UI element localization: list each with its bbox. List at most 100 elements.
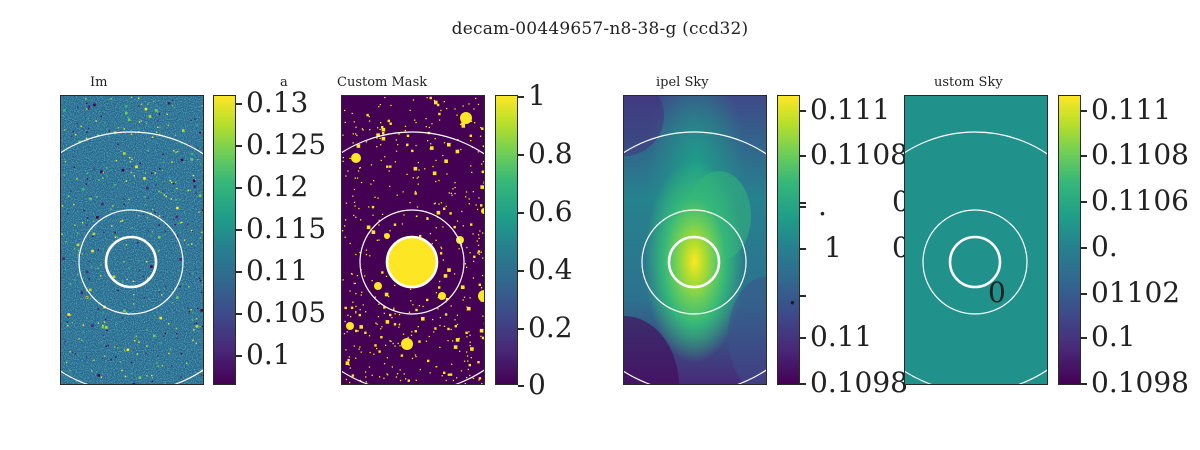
image-pixel-speckle: [133, 175, 135, 177]
mask-pixel: [433, 331, 435, 333]
mask-pixel: [393, 307, 395, 309]
image-pixel-speckle: [181, 221, 183, 223]
image-pixel-speckle: [168, 352, 170, 355]
image-pixel-speckle: [86, 178, 88, 180]
mask-pixel: [342, 230, 344, 232]
mask-pixel: [439, 317, 441, 319]
mask-pixel: [414, 354, 417, 356]
image-pixel-speckle: [188, 286, 190, 288]
image-pixel-speckle: [195, 342, 197, 345]
mask-pixel: [464, 263, 467, 265]
image-pixel-speckle: [78, 338, 80, 340]
image-pixel-speckle: [82, 331, 84, 333]
image-pixel-speckle: [124, 375, 127, 378]
image-pixel-speckle: [100, 376, 103, 378]
mask-pixel: [448, 192, 450, 194]
mask-pixel: [376, 239, 378, 241]
mask-pixel: [460, 370, 463, 372]
image-pixel-speckle: [86, 297, 88, 299]
colorbar-tick-mark: [1081, 383, 1087, 385]
mask-pixel: [468, 331, 470, 333]
mask-source-blob: [351, 153, 361, 163]
mask-pixel: [478, 253, 480, 255]
image-pixel-speckle: [103, 355, 106, 357]
mask-pixel: [355, 329, 358, 333]
mask-pixel: [376, 323, 378, 325]
image-pixel-speckle: [187, 307, 189, 309]
mask-pixel: [438, 179, 440, 182]
image-pixel-speckle: [67, 316, 69, 319]
image-pixel-speckle: [144, 203, 147, 206]
mask-pixel: [473, 108, 475, 110]
image-pixel-speckle: [86, 224, 88, 226]
mask-pixel: [472, 277, 475, 279]
image-pixel-speckle: [187, 189, 189, 192]
mask-source-blob: [460, 112, 472, 124]
image-pixel-speckle: [146, 375, 148, 377]
image-pixel-speckle: [123, 128, 125, 130]
mask-pixel: [427, 140, 429, 142]
image-pixel-speckle: [74, 224, 76, 226]
mask-pixel: [413, 166, 418, 171]
image-pixel-speckle: [158, 113, 161, 115]
image-pixel-speckle: [124, 211, 126, 213]
mask-pixel: [432, 171, 437, 176]
image-pixel-speckle: [199, 131, 201, 134]
mask-pixel: [445, 205, 447, 207]
image-pixel-speckle: [182, 283, 184, 285]
mask-pixel: [450, 305, 452, 307]
mask-panel: [341, 95, 485, 385]
colorbar-tick-mark: [800, 295, 806, 297]
mask-pixel: [365, 253, 368, 256]
image-pixel-speckle: [198, 211, 200, 213]
mask-pixel: [434, 138, 436, 140]
image-pixel-speckle: [160, 191, 163, 193]
mask-pixel: [400, 354, 404, 357]
mask-pixel: [449, 373, 453, 376]
mask-pixel: [379, 137, 381, 140]
image-pixel-speckle: [174, 224, 176, 226]
image-pixel-speckle: [144, 196, 146, 198]
image-pixel-speckle: [97, 267, 99, 269]
mask-pixel: [466, 266, 468, 268]
middle-annulus-circle: [359, 209, 465, 315]
mask-pixel: [384, 233, 386, 235]
image-pixel-speckle: [157, 365, 159, 367]
image-pixel-speckle: [158, 215, 161, 217]
mask-pixel: [393, 323, 397, 326]
colorbar-tick-label: .: [818, 189, 827, 222]
colorbar-tick-mark: [236, 229, 242, 231]
image-pixel-speckle: [123, 203, 125, 205]
mask-pixel: [381, 127, 386, 132]
image-pixel-speckle: [69, 314, 72, 316]
image-pixel-speckle: [187, 244, 189, 246]
mask-pixel: [389, 122, 392, 125]
mask-pixel: [466, 336, 468, 338]
mask-pixel: [383, 377, 385, 379]
mask-pixel: [443, 274, 448, 278]
image-pixel-speckle: [179, 231, 182, 234]
mask-pixel: [452, 188, 454, 190]
image-pixel-speckle: [157, 250, 159, 252]
image-pixel-speckle: [145, 352, 147, 355]
mask-pixel: [360, 181, 363, 184]
mask-pixel: [460, 122, 464, 125]
mask-pixel: [380, 159, 382, 162]
mask-pixel: [379, 104, 381, 106]
colorbar-tick-label: 0.1106: [1091, 184, 1189, 217]
image-pixel-speckle: [167, 102, 170, 105]
mask-pixel: [371, 280, 373, 282]
mask-pixel: [468, 203, 470, 205]
mask-pixel: [477, 244, 480, 246]
mask-pixel: [357, 170, 360, 172]
mask-pixel: [447, 142, 451, 147]
mask-pixel: [349, 157, 351, 159]
mask-pixel: [415, 379, 417, 381]
mask-pixel: [399, 379, 402, 382]
image-pixel-speckle: [69, 351, 71, 353]
image-pixel-speckle: [143, 297, 145, 299]
colorbar-tick-mark: [1081, 155, 1087, 157]
mask-pixel: [381, 136, 386, 141]
image-pixel-speckle: [85, 270, 89, 274]
image-pixel-speckle: [190, 119, 192, 122]
